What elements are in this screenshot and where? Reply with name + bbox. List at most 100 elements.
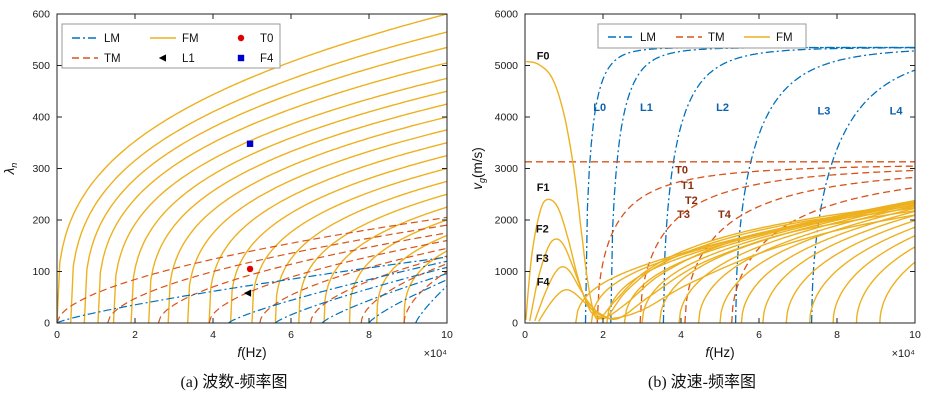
legend-box [61, 23, 281, 69]
FM-curve [298, 193, 447, 323]
legend-label-F4: F4 [260, 53, 274, 65]
LM-curve [274, 266, 447, 323]
wavenumber-frequency-chart: 0 2 4 6 8 100100200300400500600f(Hz)λn×10⁴LMT… [2, 9, 453, 361]
FM-high-curve [762, 214, 915, 323]
y-tick-label: 0 [512, 318, 518, 330]
FM-high-curve [832, 235, 915, 323]
mode-label-L2: L2 [716, 102, 729, 114]
x-tick-label: 10 [909, 329, 921, 341]
legend-label-FM: FM [776, 32, 793, 44]
LM-curve [810, 69, 915, 323]
LM-curve [662, 47, 915, 323]
y-tick-label: 4000 [495, 112, 519, 124]
marker-T0 [246, 265, 254, 273]
LM-curve [321, 273, 447, 323]
legend-marker-L1 [158, 54, 166, 62]
legend-marker-F4 [237, 54, 245, 62]
FM-curve [130, 90, 447, 323]
x-tick-label: 8 [366, 329, 372, 341]
mode-label-L0: L0 [593, 102, 606, 114]
x-axis-label: f(Hz) [705, 345, 734, 360]
y-tick-label: 100 [32, 266, 50, 278]
y-tick-label: 2000 [495, 215, 519, 227]
mode-label-T1: T1 [681, 180, 694, 192]
legend-label-FM: FM [182, 33, 199, 45]
FM-curve [274, 180, 447, 323]
legend-label-L1: L1 [182, 53, 195, 65]
x-tick-label: 6 [756, 329, 762, 341]
caption-wavenumber: (a) 波数-频率图 [180, 374, 288, 391]
mode-label-T0: T0 [675, 165, 688, 177]
TM-curve [684, 176, 915, 323]
TM-curve [731, 186, 915, 323]
FM-high-curve [740, 210, 915, 323]
curves-group [57, 14, 447, 323]
FM-curve [57, 14, 447, 323]
y-tick-label: 500 [32, 60, 50, 72]
mode-label-F3: F3 [536, 253, 549, 265]
FM-high-curve [590, 200, 915, 323]
x-tick-label: 4 [678, 329, 684, 341]
FM-high-curve [855, 246, 915, 323]
y-tick-label: 0 [44, 318, 50, 330]
FM-curve [97, 62, 447, 323]
x-exponent-label: ×10⁴ [892, 348, 916, 360]
mode-label-F0: F0 [537, 50, 550, 62]
legend-label-TM: TM [708, 32, 725, 44]
FM-high-curve [879, 261, 915, 323]
LM-curve [610, 46, 915, 323]
y-tick-label: 3000 [495, 163, 519, 175]
marker-F4 [246, 140, 254, 147]
mode-label-T2: T2 [685, 195, 698, 207]
legend-label-T0: T0 [260, 33, 273, 45]
caption-wavespeed: (b) 波速-频率图 [648, 374, 756, 391]
x-exponent-label: ×10⁴ [424, 348, 448, 360]
LM-curve [57, 256, 447, 323]
mode-label-T4: T4 [718, 209, 732, 221]
FM-curve [208, 142, 447, 323]
y-tick-label: 300 [32, 163, 50, 175]
FM-curve [112, 77, 447, 323]
FM-high-curve [623, 200, 915, 323]
FM-curve [403, 250, 447, 323]
x-tick-label: 4 [210, 329, 216, 341]
FM-curve [167, 116, 447, 323]
y-tick-label: 5000 [495, 60, 519, 72]
FM-high-curve [809, 226, 915, 323]
FM-high-curve [785, 219, 915, 323]
y-axis-label: λn [2, 163, 19, 176]
TM-curve [403, 271, 447, 323]
TM-curve [157, 232, 447, 323]
FM-low-curve [534, 210, 915, 322]
FM-curve [83, 46, 447, 323]
x-tick-label: 10 [441, 329, 453, 341]
FM-curve [70, 31, 447, 323]
mode-label-F2: F2 [536, 223, 549, 235]
x-tick-label: 0 [54, 329, 60, 341]
mode-label-T3: T3 [677, 209, 690, 221]
x-tick-label: 2 [600, 329, 606, 341]
legend-box [597, 23, 807, 49]
mode-label-L4: L4 [890, 105, 904, 117]
FM-curve [251, 167, 447, 323]
y-tick-label: 400 [32, 112, 50, 124]
LM-curve [228, 260, 447, 323]
x-tick-label: 6 [288, 329, 294, 341]
axes-box [524, 13, 916, 324]
legend-label-LM: LM [640, 32, 656, 44]
mode-label-L3: L3 [818, 105, 831, 117]
TM-curve [107, 224, 447, 323]
FM-low-curve [526, 60, 915, 320]
FM-high-curve [697, 205, 915, 323]
FM-curve [187, 129, 447, 323]
x-tick-label: 2 [132, 329, 138, 341]
FM-curve [148, 103, 447, 323]
TM-curve [57, 216, 447, 323]
wavespeed-frequency-chart: 0 2 4 6 8 10 0 1000 2000 3000 4000 5000 6000 f(Hz) vg(… [470, 9, 921, 361]
LM-curve [734, 50, 915, 323]
panel-wavespeed: 0 2 4 6 8 10 0 1000 2000 3000 4000 5000 6000 f(Hz) vg(… [468, 0, 936, 401]
curves-group [525, 46, 915, 323]
legend-label-LM: LM [104, 33, 120, 45]
x-tick-label: 8 [834, 329, 840, 341]
